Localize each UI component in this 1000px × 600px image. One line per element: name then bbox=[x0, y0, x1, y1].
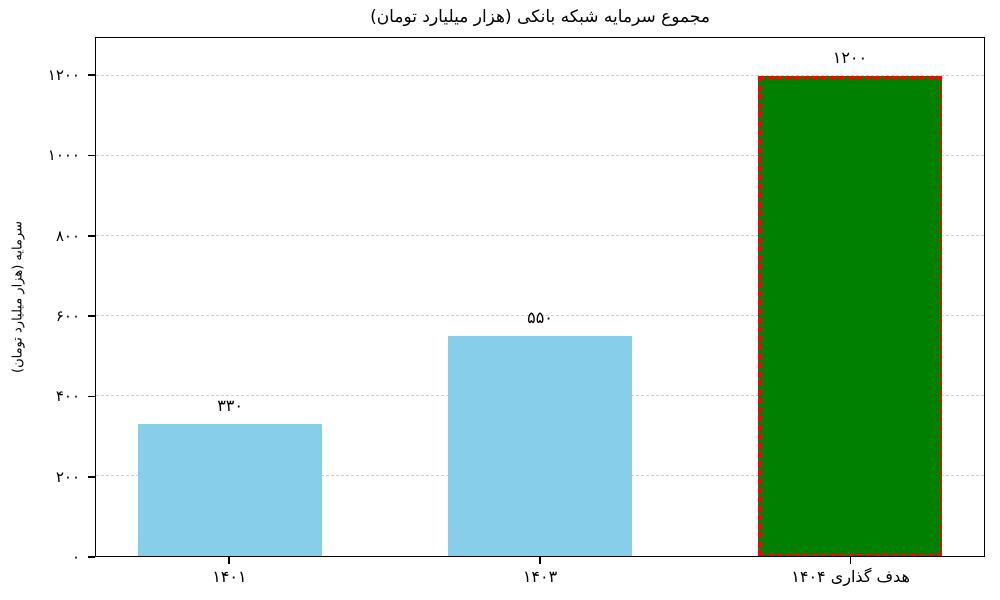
y-tick-mark bbox=[88, 154, 95, 157]
y-tick-label: ۸۰۰ bbox=[55, 226, 80, 245]
bar-2 bbox=[447, 336, 633, 556]
x-tick-label: هدف گذاری ۱۴۰۴ bbox=[791, 567, 910, 586]
chart-title: مجموع سرمایه شبکه بانکی (هزار میلیارد تو… bbox=[370, 7, 710, 27]
plot-area: ۳۳۰ ۵۵۰ ۱۲۰۰ bbox=[95, 37, 985, 557]
bar-3 bbox=[757, 76, 943, 556]
x-tick-label: ۱۴۰۱ bbox=[212, 567, 247, 586]
gridline bbox=[96, 235, 984, 236]
x-tick-mark bbox=[849, 557, 852, 564]
bar-value-label: ۵۵۰ bbox=[527, 308, 553, 327]
y-tick-label: ۶۰۰ bbox=[55, 307, 80, 326]
y-tick-mark bbox=[88, 556, 95, 558]
y-tick-mark bbox=[88, 74, 95, 77]
bar-1 bbox=[137, 424, 323, 556]
y-tick-mark bbox=[88, 234, 95, 237]
x-tick-mark bbox=[228, 557, 231, 564]
x-tick-mark bbox=[539, 557, 541, 564]
y-tick-mark bbox=[88, 315, 95, 318]
x-axis: ۱۴۰۱ ۱۴۰۳ هدف گذاری ۱۴۰۴ bbox=[95, 557, 985, 600]
gridline bbox=[96, 75, 984, 76]
y-axis: ۰ ۲۰۰ ۴۰۰ ۶۰۰ ۸۰۰ ۱۰۰۰ ۱۲۰۰ bbox=[0, 37, 95, 566]
bar-value-label: ۱۲۰۰ bbox=[832, 48, 868, 67]
gridline bbox=[96, 155, 984, 156]
y-tick-label: ۰ bbox=[71, 548, 80, 566]
bar-value-label: ۳۳۰ bbox=[217, 396, 243, 415]
y-tick-label: ۴۰۰ bbox=[55, 387, 80, 406]
y-tick-label: ۱۲۰۰ bbox=[47, 66, 80, 85]
x-tick-label: ۱۴۰۳ bbox=[522, 567, 558, 586]
y-tick-mark bbox=[88, 475, 95, 478]
y-tick-label: ۱۰۰۰ bbox=[47, 146, 80, 165]
y-tick-mark bbox=[88, 395, 95, 398]
y-tick-label: ۲۰۰ bbox=[55, 467, 80, 486]
gridline bbox=[96, 315, 984, 316]
